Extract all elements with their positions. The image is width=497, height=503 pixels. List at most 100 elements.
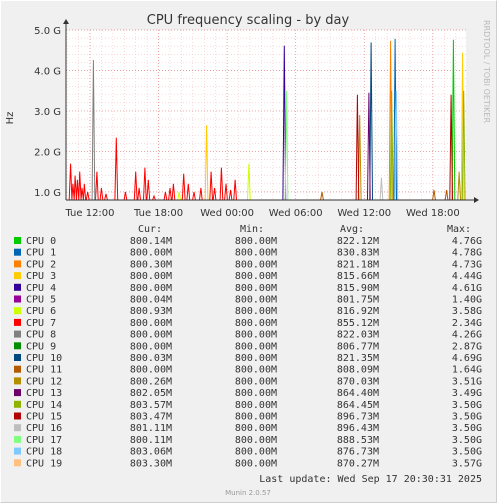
legend-cur-cpu-10: 800.03M — [130, 353, 172, 364]
legend-min-cpu-8: 800.00M — [235, 330, 277, 341]
legend-label-cpu-4: CPU 4 — [26, 283, 56, 294]
legend-label-cpu-2: CPU 2 — [26, 259, 56, 270]
legend-swatch-cpu-15 — [14, 412, 21, 420]
legend-avg-cpu-9: 806.77M — [337, 341, 379, 352]
legend-cur-cpu-18: 803.06M — [130, 447, 172, 458]
legend-max-cpu-17: 3.50G — [452, 435, 482, 446]
legend-max-cpu-1: 4.78G — [452, 248, 482, 259]
legend-avg-cpu-5: 801.75M — [337, 295, 379, 306]
legend-swatch-cpu-17 — [14, 435, 21, 443]
legend-max-cpu-11: 1.64G — [452, 365, 482, 376]
legend-avg-cpu-16: 896.43M — [337, 423, 379, 434]
legend-max-cpu-2: 4.73G — [452, 259, 482, 270]
y-tick-label: 3.0 G — [34, 107, 61, 118]
legend-cur-cpu-8: 800.00M — [130, 330, 172, 341]
legend-min-cpu-3: 800.00M — [235, 271, 277, 282]
x-axis-arrow — [474, 197, 479, 203]
munin-version-text: Munin 2.0.57 — [225, 489, 271, 497]
legend-min-cpu-1: 800.00M — [235, 248, 277, 259]
legend-cur-cpu-7: 800.00M — [130, 318, 172, 329]
legend-label-cpu-1: CPU 1 — [26, 248, 56, 259]
legend-min-cpu-13: 800.00M — [235, 388, 277, 399]
legend-label-cpu-0: CPU 0 — [26, 236, 56, 247]
legend-header-max: Max: — [447, 224, 471, 235]
legend-avg-cpu-3: 815.66M — [337, 271, 379, 282]
legend-swatch-cpu-10 — [14, 354, 21, 361]
legend-max-cpu-18: 3.50G — [452, 447, 482, 458]
legend-swatch-cpu-19 — [14, 459, 21, 467]
legend-swatch-cpu-18 — [14, 447, 21, 455]
legend-max-cpu-6: 3.58G — [452, 306, 482, 317]
legend-max-cpu-13: 3.49G — [452, 388, 482, 399]
legend-min-cpu-17: 800.00M — [235, 435, 277, 446]
legend-label-cpu-17: CPU 17 — [26, 435, 62, 446]
legend-min-cpu-14: 800.00M — [235, 400, 277, 411]
legend-cur-cpu-0: 800.14M — [130, 236, 172, 247]
legend-max-cpu-14: 3.50G — [452, 400, 482, 411]
legend-min-cpu-10: 800.00M — [235, 353, 277, 364]
legend-max-cpu-0: 4.76G — [452, 236, 482, 247]
legend-min-cpu-7: 800.00M — [235, 318, 277, 329]
legend-cur-cpu-19: 803.30M — [130, 458, 172, 469]
legend-label-cpu-13: CPU 13 — [26, 388, 62, 399]
legend-label-cpu-10: CPU 10 — [26, 353, 62, 364]
y-tick-label: 4.0 G — [34, 66, 61, 77]
legend-swatch-cpu-9 — [14, 342, 21, 350]
x-tick-label: Wed 00:00 — [200, 208, 254, 219]
legend-max-cpu-10: 4.69G — [452, 353, 482, 364]
legend-avg-cpu-11: 808.09M — [337, 365, 379, 376]
legend-swatch-cpu-0 — [14, 237, 21, 244]
legend-avg-cpu-15: 896.73M — [337, 412, 379, 423]
legend-avg-cpu-6: 816.92M — [337, 306, 379, 317]
last-update-text: Last update: Wed Sep 17 20:30:31 2025 — [259, 474, 482, 485]
legend-max-cpu-19: 3.57G — [452, 458, 482, 469]
legend-cur-cpu-16: 801.11M — [130, 423, 172, 434]
legend-max-cpu-5: 1.40G — [452, 295, 482, 306]
legend-max-cpu-15: 3.50G — [452, 412, 482, 423]
legend-max-cpu-3: 4.44G — [452, 271, 482, 282]
legend-min-cpu-11: 800.00M — [235, 365, 277, 376]
x-tick-label: Wed 12:00 — [337, 208, 391, 219]
legend-swatch-cpu-5 — [14, 295, 21, 303]
y-tick-label: 1.0 G — [34, 188, 61, 199]
legend-avg-cpu-10: 821.35M — [337, 353, 379, 364]
legend-min-cpu-18: 800.00M — [235, 447, 277, 458]
legend-min-cpu-4: 800.00M — [235, 283, 277, 294]
legend-swatch-cpu-8 — [14, 330, 21, 338]
legend-cur-cpu-15: 803.47M — [130, 412, 172, 423]
legend-cur-cpu-9: 800.00M — [130, 341, 172, 352]
legend-swatch-cpu-16 — [14, 424, 21, 432]
legend-max-cpu-7: 2.34G — [452, 318, 482, 329]
y-tick-label: 5.0 G — [34, 26, 61, 37]
legend-label-cpu-19: CPU 19 — [26, 458, 62, 469]
legend-min-cpu-12: 800.00M — [235, 376, 277, 387]
legend-min-cpu-19: 800.00M — [235, 458, 277, 469]
legend-avg-cpu-2: 821.18M — [337, 259, 379, 270]
x-tick-label: Wed 18:00 — [406, 208, 460, 219]
legend-avg-cpu-8: 822.03M — [337, 330, 379, 341]
legend-max-cpu-9: 2.87G — [452, 341, 482, 352]
legend-avg-cpu-14: 864.45M — [337, 400, 379, 411]
legend-min-cpu-15: 800.00M — [235, 412, 277, 423]
legend-label-cpu-18: CPU 18 — [26, 447, 62, 458]
legend-header-cur: Cur: — [138, 224, 162, 235]
plot-area — [66, 30, 466, 200]
legend-avg-cpu-13: 864.40M — [337, 388, 379, 399]
legend-label-cpu-11: CPU 11 — [26, 365, 62, 376]
rrdtool-side-label: RRDTOOL / TOBI OETIKER — [482, 20, 491, 123]
legend-swatch-cpu-11 — [14, 365, 21, 373]
legend-label-cpu-6: CPU 6 — [26, 306, 56, 317]
legend-swatch-cpu-6 — [14, 307, 21, 315]
legend-avg-cpu-19: 870.27M — [337, 458, 379, 469]
legend-min-cpu-16: 800.00M — [235, 423, 277, 434]
legend-swatch-cpu-4 — [14, 283, 21, 291]
legend-cur-cpu-3: 800.00M — [130, 271, 172, 282]
legend-label-cpu-16: CPU 16 — [26, 423, 62, 434]
series-line-cpu-7 — [66, 137, 466, 201]
legend-label-cpu-15: CPU 15 — [26, 412, 62, 423]
chart-title: CPU frequency scaling - by day — [147, 13, 350, 28]
x-tick-label: Tue 18:00 — [133, 208, 183, 219]
legend-label-cpu-3: CPU 3 — [26, 271, 56, 282]
legend-avg-cpu-12: 870.03M — [337, 376, 379, 387]
